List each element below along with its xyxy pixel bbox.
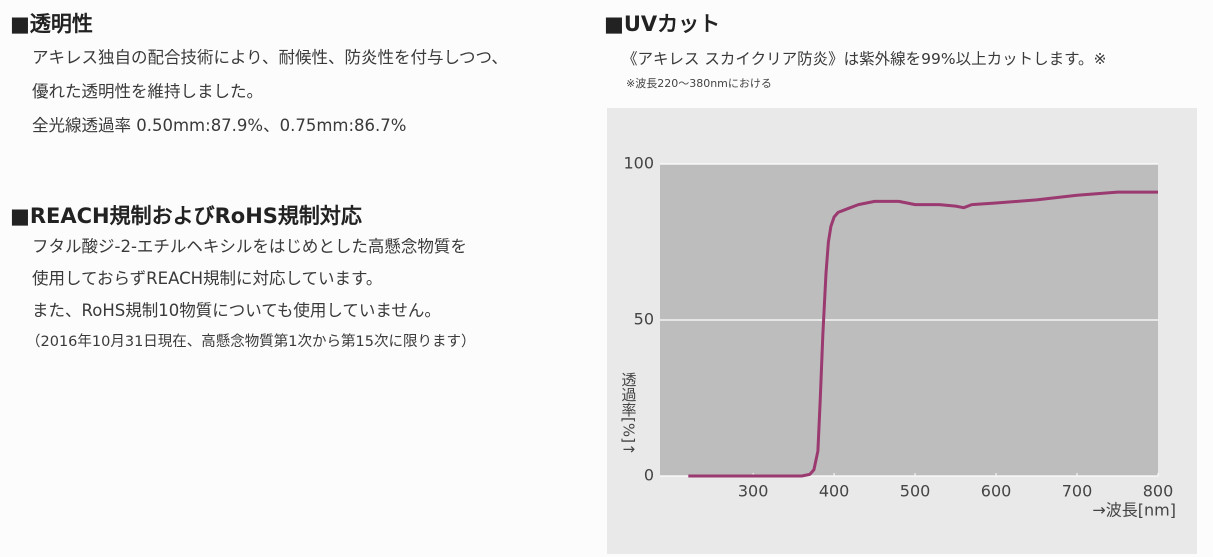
heading: ■REACH規制およびRoHS規制対応 xyxy=(10,204,362,228)
heading: ■透明性 xyxy=(10,12,93,36)
y-tick-label: 50 xyxy=(634,310,654,329)
note: ※波長220〜380nmにおける xyxy=(626,77,772,90)
text-line: アキレス独自の配合技術により、耐候性、防炎性を付与しつつ、 xyxy=(32,48,508,67)
x-tick-label: 500 xyxy=(900,482,931,501)
x-tick-label: 600 xyxy=(981,482,1012,501)
x-tick-label: 800 xyxy=(1143,482,1174,501)
heading: ■UVカット xyxy=(604,12,721,36)
text-line: フタル酸ジ-2-エチルヘキシルをはじめとした高懸念物質を xyxy=(32,237,467,256)
text-line: 全光線透過率 0.50mm:87.9%、0.75mm:86.7% xyxy=(32,116,407,135)
x-tick-label: 400 xyxy=(819,482,850,501)
text-line: 優れた透明性を維持しました。 xyxy=(32,82,263,101)
y-tick-label: 100 xyxy=(623,154,654,173)
data-line xyxy=(688,190,1158,478)
y-tick-label: 0 xyxy=(644,466,654,485)
y-axis-label: 透過率[%]↑ xyxy=(620,372,638,456)
note: （2016年10月31日現在、高懸念物質第1次から第15次に限ります） xyxy=(26,334,476,350)
x-axis-label: →波長[nm] xyxy=(1092,501,1176,520)
x-tick-label: 300 xyxy=(738,482,769,501)
text-line: 使用しておらずREACH規制に対応しています。 xyxy=(32,269,383,288)
text-line: また、RoHS規制10物質についても使用していません。 xyxy=(32,301,441,320)
x-tick-label: 700 xyxy=(1062,482,1093,501)
text-line: 《アキレス スカイクリア防炎》は紫外線を99%以上カットします。※ xyxy=(622,50,1107,68)
